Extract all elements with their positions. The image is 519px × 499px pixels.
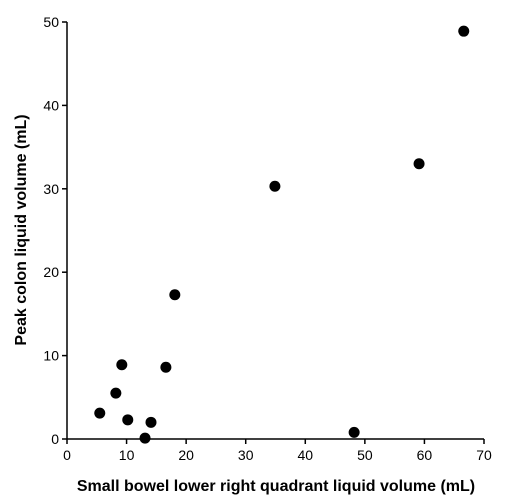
y-tick-label: 10 — [43, 348, 59, 364]
x-tick-label: 70 — [476, 447, 492, 463]
point — [413, 158, 425, 170]
y-tick-label: 20 — [43, 264, 59, 280]
point — [458, 25, 470, 37]
x-tick-label: 20 — [178, 447, 194, 463]
point — [94, 407, 106, 419]
x-tick-label: 50 — [357, 447, 373, 463]
x-tick-label: 0 — [63, 447, 71, 463]
y-tick-label: 30 — [43, 181, 59, 197]
x-tick-label: 60 — [417, 447, 433, 463]
x-tick-label: 10 — [119, 447, 135, 463]
x-axis-title: Small bowel lower right quadrant liquid … — [77, 478, 475, 495]
point — [269, 180, 281, 192]
point — [145, 416, 157, 428]
point — [116, 359, 128, 371]
point — [348, 426, 360, 438]
y-tick-label: 40 — [43, 97, 59, 113]
point — [160, 361, 172, 373]
point — [122, 414, 134, 426]
point — [139, 432, 151, 444]
x-tick-label: 40 — [297, 447, 313, 463]
point — [169, 289, 181, 301]
point — [110, 387, 122, 399]
x-tick-label: 30 — [238, 447, 254, 463]
y-tick-label: 0 — [51, 431, 59, 447]
y-tick-label: 50 — [43, 14, 59, 30]
y-axis-title: Peak colon liquid volume (mL) — [13, 114, 30, 345]
